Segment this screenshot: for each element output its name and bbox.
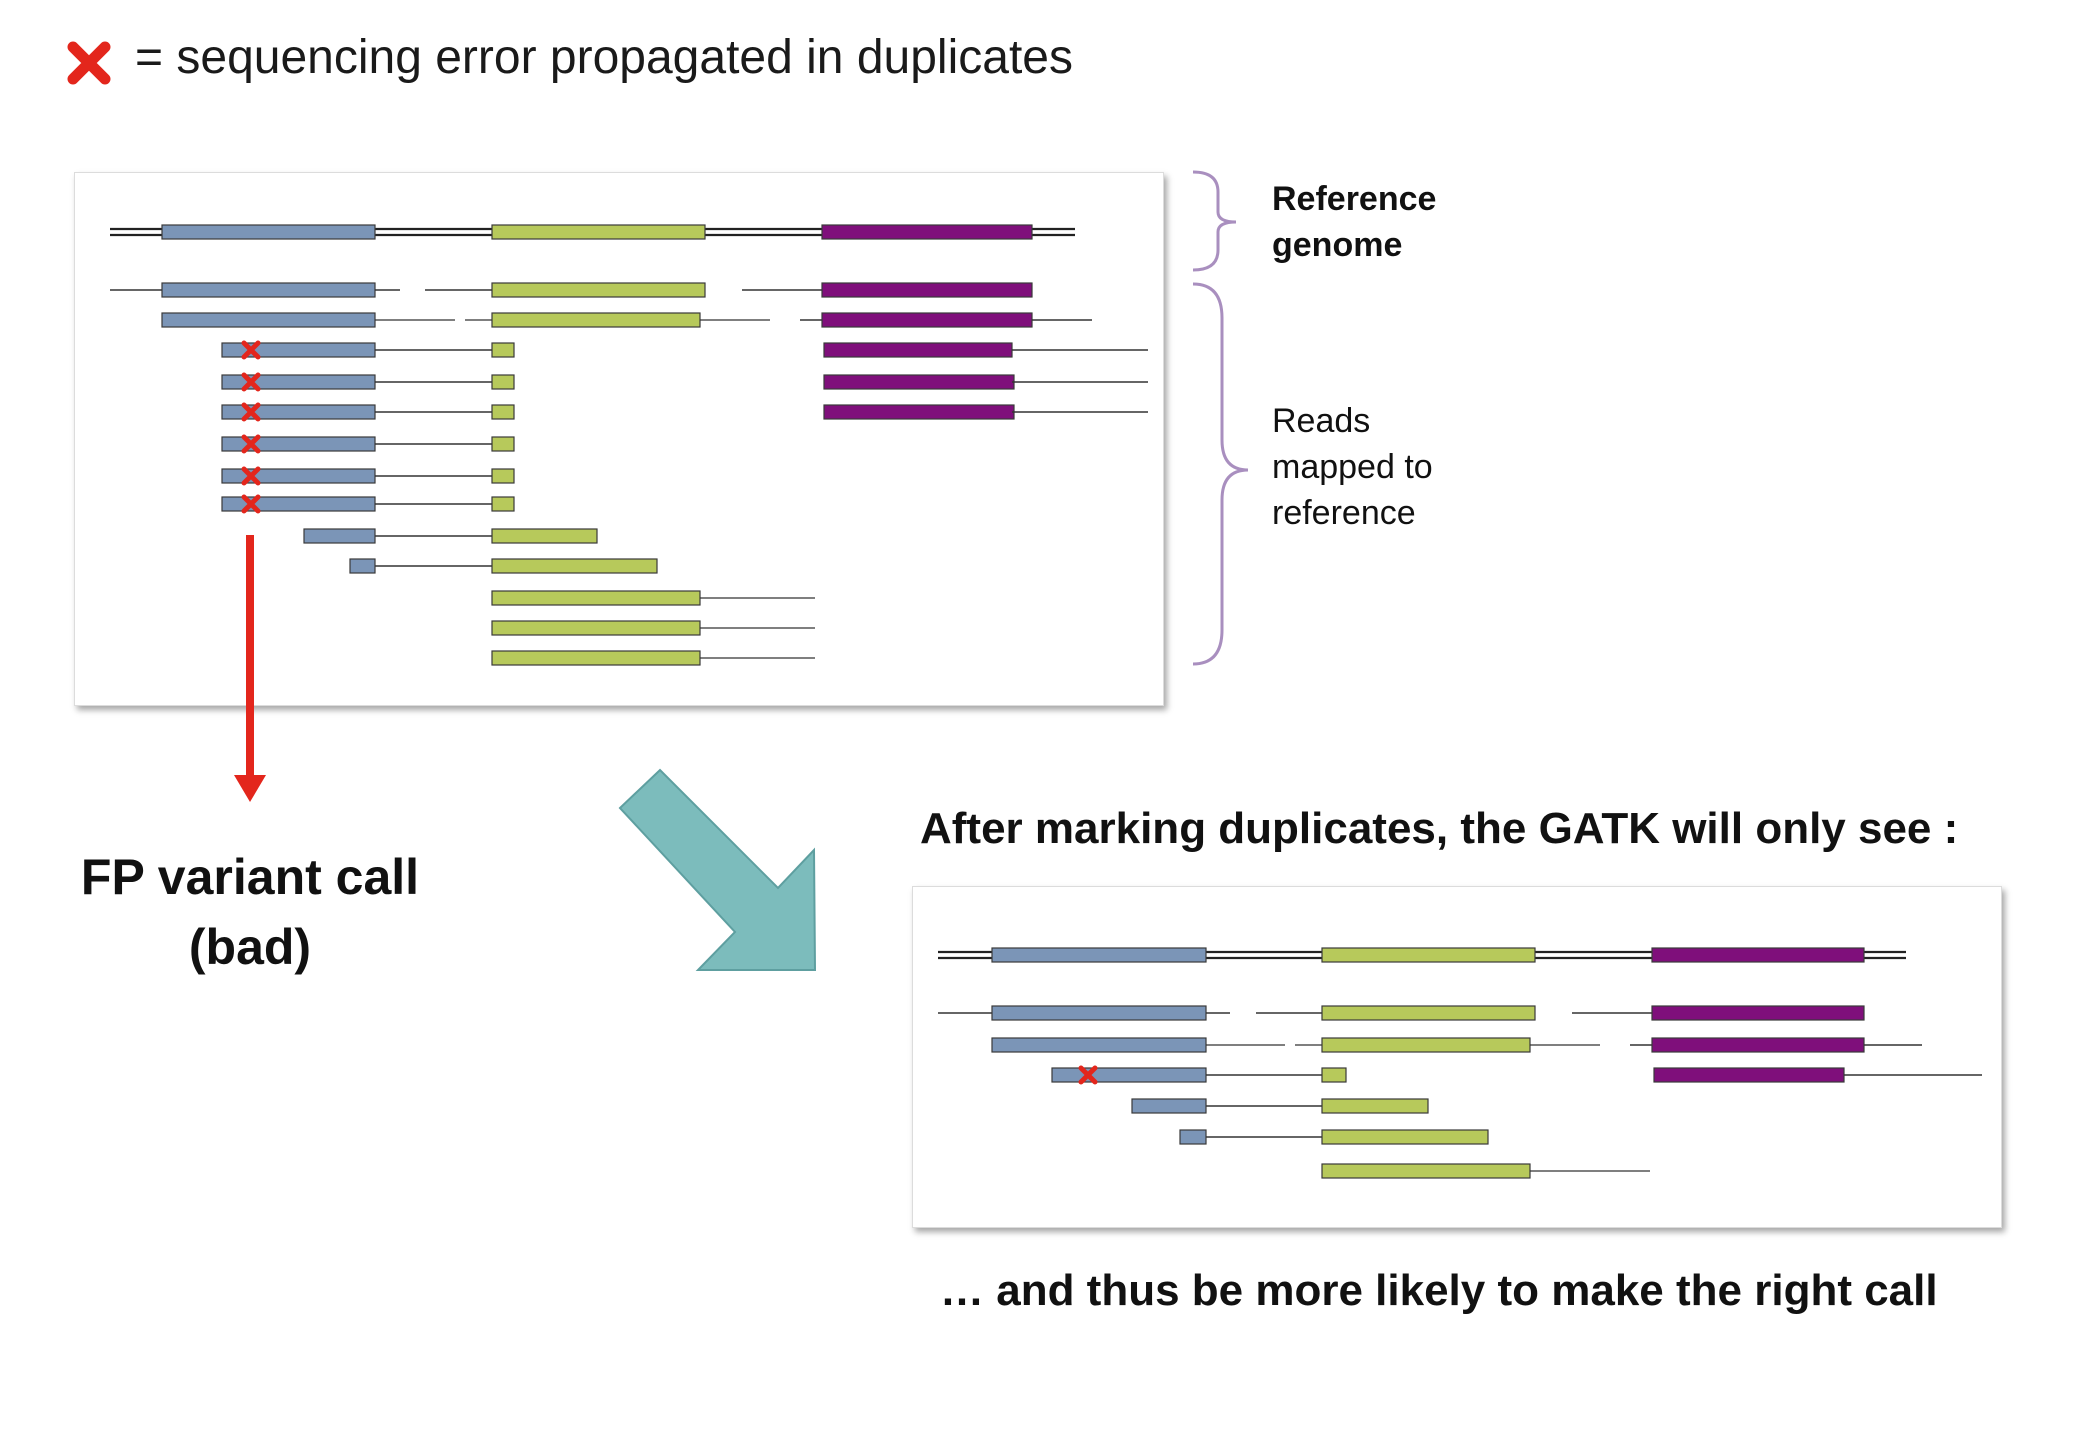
duplicate-read-green (491, 436, 515, 452)
error-x-marker (241, 372, 261, 392)
legend-text: = sequencing error propagated in duplica… (135, 31, 1073, 84)
reference-bracket (1192, 170, 1237, 272)
read-purple (823, 342, 1013, 358)
read-blue (303, 528, 376, 544)
read-purple (823, 404, 1015, 420)
duplicate-read-green (491, 374, 515, 390)
reference-exon-purple (821, 224, 1033, 240)
read-blue (1131, 1098, 1207, 1114)
read-green (1321, 1129, 1489, 1145)
reference-genome-label: Reference genome (1272, 176, 1532, 268)
read-purple (821, 282, 1033, 298)
read-green (491, 590, 701, 606)
read-purple (823, 374, 1015, 390)
read-green (491, 620, 701, 636)
read-green (491, 282, 706, 298)
read-purple (1653, 1067, 1845, 1083)
read-green (1321, 1037, 1531, 1053)
red-x-icon (67, 41, 111, 85)
right-call-caption: … and thus be more likely to make the ri… (940, 1266, 1938, 1315)
error-x-marker (241, 402, 261, 422)
fp-variant-call-line-2: (bad) (188, 919, 312, 975)
read-green (1321, 1005, 1536, 1021)
read-purple (1651, 1037, 1865, 1053)
reference-genome-line-2: genome (1272, 226, 1403, 264)
reads-mapped-label: Reads mapped to reference (1272, 398, 1532, 536)
fp-variant-call-line-1: FP variant call (80, 849, 420, 905)
read-blue (161, 282, 376, 298)
read-green (491, 312, 701, 328)
error-x-marker (1078, 1065, 1098, 1085)
reference-genome-line-1: Reference (1272, 180, 1437, 218)
fp-arrow-head (234, 775, 266, 802)
after-marking-caption: After marking duplicates, the GATK will … (920, 804, 1959, 853)
big-teal-arrow (618, 768, 817, 971)
read-green (491, 650, 701, 666)
read-green (491, 528, 598, 544)
reference-exon-blue (991, 947, 1207, 963)
duplicate-read-blue (1051, 1067, 1207, 1083)
duplicate-read-green (1321, 1067, 1347, 1083)
fp-variant-call-label: FP variant call (bad) (60, 842, 440, 982)
read-green (1321, 1163, 1531, 1179)
read-blue (991, 1037, 1207, 1053)
error-x-marker (241, 494, 261, 514)
read-blue (349, 558, 376, 574)
error-x-marker (241, 466, 261, 486)
duplicate-read-green (491, 342, 515, 358)
read-green (491, 558, 658, 574)
duplicate-read-green (491, 468, 515, 484)
reads-mapped-line-1: Reads (1272, 402, 1371, 440)
reads-bracket (1192, 282, 1249, 666)
read-blue (991, 1005, 1207, 1021)
reference-exon-green (491, 224, 706, 240)
reads-mapped-line-3: reference (1272, 494, 1416, 532)
read-blue (161, 312, 376, 328)
top-alignment (110, 224, 1148, 666)
duplicate-read-green (491, 496, 515, 512)
error-x-marker (241, 434, 261, 454)
reference-exon-blue (161, 224, 376, 240)
read-purple (821, 312, 1033, 328)
reads-mapped-line-2: mapped to (1272, 448, 1433, 486)
read-purple (1651, 1005, 1865, 1021)
duplicate-read-green (491, 404, 515, 420)
bottom-alignment (938, 947, 1982, 1179)
read-blue (1179, 1129, 1207, 1145)
read-green (1321, 1098, 1429, 1114)
reference-exon-green (1321, 947, 1536, 963)
reference-exon-purple (1651, 947, 1865, 963)
error-x-marker (241, 340, 261, 360)
